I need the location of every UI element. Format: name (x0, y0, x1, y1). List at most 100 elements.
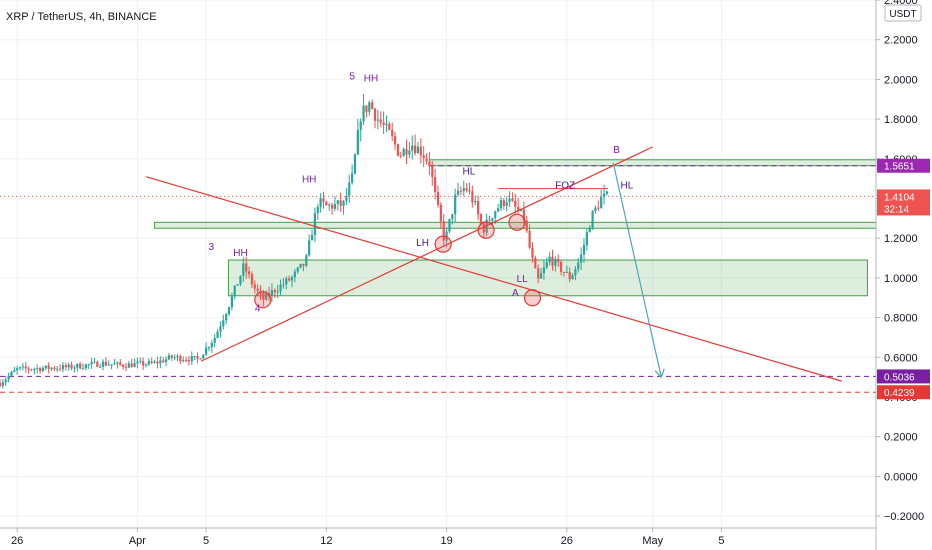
price-tag-label: 1.4104 (884, 192, 915, 203)
price-axis-label: −0.2000 (884, 511, 924, 523)
candle-body (64, 365, 67, 368)
candle-body (242, 263, 245, 276)
currency-badge-frame (884, 4, 922, 22)
candle-body (159, 360, 162, 364)
candle-body (474, 200, 477, 203)
candle-body (7, 375, 10, 380)
candle-body (362, 105, 365, 122)
candle-body (262, 293, 265, 300)
candle-body (256, 288, 259, 292)
candle-body (230, 296, 233, 308)
candle-body (522, 209, 525, 221)
pivot-circle (254, 291, 272, 309)
time-axis[interactable]: 26 Apr 5 12 19 26 May 5 (0, 527, 876, 547)
candle-body (253, 284, 256, 289)
candle-body (107, 364, 110, 366)
candle-body (425, 158, 428, 162)
price-axis-label: 2.4000 (884, 0, 918, 7)
candle-body (339, 200, 342, 206)
candle-body (182, 360, 185, 362)
candle-body (454, 194, 457, 215)
candle-body (288, 278, 291, 281)
candle-body (173, 357, 176, 359)
candle-body (411, 145, 414, 151)
candle-body (150, 361, 153, 363)
grid-lines (0, 0, 876, 528)
candle-body (488, 219, 491, 221)
candle-body (439, 204, 442, 222)
candle-body (227, 307, 231, 315)
candle-body (371, 102, 374, 109)
candle-body (382, 122, 385, 126)
candle-body (336, 200, 339, 204)
candle-body (216, 331, 219, 339)
candle-body (79, 363, 82, 369)
price-tag-countdown: 32:14 (884, 204, 909, 215)
candle-body (571, 275, 574, 280)
candle-body (313, 213, 317, 236)
candle-body (499, 200, 503, 209)
candle-body (436, 191, 440, 205)
candle-body (448, 219, 451, 232)
wave-label: LL (517, 274, 529, 285)
projection-arrow (612, 162, 661, 377)
currency-badge[interactable]: USDT (884, 4, 922, 22)
candle-body (542, 267, 546, 274)
candle-body (508, 198, 511, 203)
candle-body (27, 368, 30, 370)
candle-body (479, 214, 483, 224)
candle-body (167, 355, 171, 360)
candle-body (393, 136, 397, 145)
pivot-circle (508, 213, 526, 231)
candle-body (442, 221, 445, 241)
candle-body (96, 361, 99, 368)
price-tag-box (877, 385, 930, 400)
candle-body (497, 208, 500, 212)
candle-body (351, 173, 354, 183)
price-axis-label: 1.2000 (884, 233, 918, 245)
candle-body (545, 261, 548, 268)
candle-body (594, 207, 597, 212)
candle-body (250, 274, 254, 285)
candle-body (591, 211, 594, 228)
candle-body (462, 188, 465, 192)
candle-body (4, 379, 7, 383)
candle-body (199, 358, 202, 360)
candle-body (519, 209, 523, 211)
candle-body (142, 361, 145, 366)
candle-body (551, 256, 554, 266)
price-tag-label: 0.4239 (884, 388, 915, 399)
candle-body (139, 361, 142, 363)
trendline (145, 176, 842, 382)
price-axis-background (876, 0, 932, 550)
candle-body (574, 269, 577, 276)
candle-body (476, 200, 480, 215)
candle-body (465, 188, 468, 191)
candle-body (565, 271, 568, 273)
candle-body (299, 263, 302, 268)
candle-body (451, 214, 454, 220)
candle-body (76, 363, 79, 368)
candle-body (428, 161, 431, 167)
candlestick-series (0, 93, 609, 389)
candle-body (70, 364, 73, 369)
candle-body (56, 368, 59, 370)
price-axis-label: 1.0000 (884, 273, 918, 285)
candle-body (600, 196, 603, 209)
candle-body (279, 284, 282, 292)
wave-label: LH (416, 238, 429, 249)
candle-body (136, 361, 139, 364)
time-axis-label: Apr (129, 535, 146, 547)
candle-body (265, 292, 268, 300)
candle-body (13, 370, 16, 372)
candle-body (47, 365, 50, 369)
candle-body (116, 362, 119, 364)
candle-body (282, 284, 285, 286)
candle-body (356, 129, 359, 155)
candle-body (276, 291, 279, 293)
candle-body (18, 367, 22, 369)
price-tag-box (877, 189, 930, 216)
candle-body (99, 366, 102, 368)
